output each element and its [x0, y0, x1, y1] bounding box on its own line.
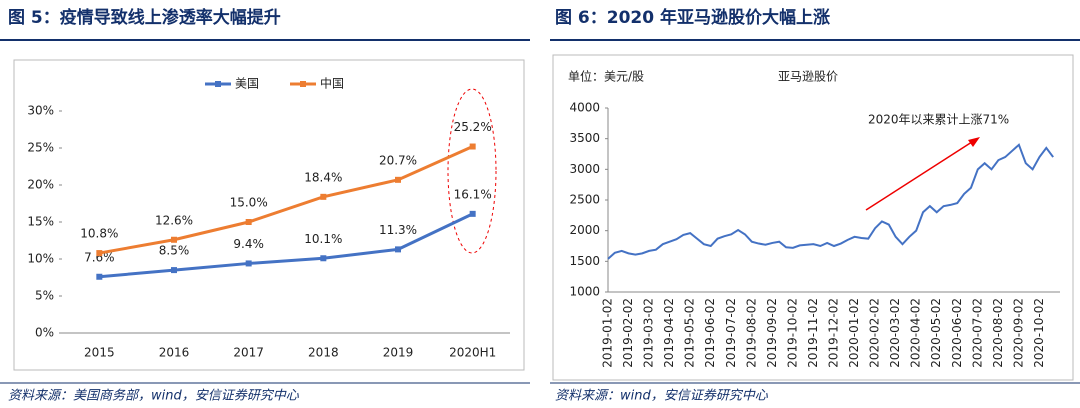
point — [320, 193, 327, 200]
x-tick-label: 2020-08-02 — [991, 298, 1005, 368]
x-tick-label: 2020-03-02 — [888, 298, 902, 368]
data-label: 12.6% — [155, 213, 193, 227]
x-tick-label: 2020-02-02 — [868, 298, 882, 368]
data-label: 9.4% — [233, 237, 264, 251]
y-tick-label: 0% — [35, 326, 54, 340]
y-tick-label: 3000 — [569, 162, 600, 176]
source: 资料来源：美国商务部，wind，安信证券研究中心 — [8, 388, 300, 404]
data-label: 25.2% — [454, 120, 492, 134]
point — [469, 143, 476, 150]
x-tick-label: 2019-12-02 — [827, 298, 841, 368]
y-tick-label: 30% — [27, 104, 54, 118]
legend-marker — [300, 81, 306, 87]
point — [245, 260, 252, 267]
x-tick-label: 2019-08-02 — [744, 298, 758, 368]
y-tick-label: 5% — [35, 289, 54, 303]
x-tick-label: 2019-03-02 — [642, 298, 656, 368]
x-tick-label: 2017 — [233, 346, 264, 360]
y-tick-label: 25% — [27, 141, 54, 155]
x-tick-label: 2018 — [308, 346, 339, 360]
x-tick-label: 2020-04-02 — [909, 298, 923, 368]
x-tick-label: 2019-09-02 — [765, 298, 779, 368]
y-tick-label: 2500 — [569, 193, 600, 207]
data-label: 20.7% — [379, 153, 417, 167]
legend-label: 亚马逊股价 — [778, 70, 838, 84]
x-tick-label: 2019-05-02 — [683, 298, 697, 368]
point — [171, 267, 177, 274]
point — [96, 250, 103, 257]
x-tick-label: 2020-01-02 — [847, 298, 861, 368]
point — [320, 255, 327, 262]
x-tick-label: 2016 — [159, 346, 190, 360]
data-label: 8.5% — [159, 244, 190, 258]
x-tick-label: 2019-01-02 — [601, 298, 615, 368]
y-tick-label: 4000 — [569, 101, 600, 115]
data-label: 7.6% — [84, 250, 115, 264]
x-tick-label: 2019-02-02 — [621, 298, 635, 368]
data-label: 16.1% — [454, 187, 492, 201]
subtitle: 单位：美元/股 — [568, 69, 644, 84]
data-label: 11.3% — [379, 223, 417, 237]
point — [171, 236, 177, 243]
legend-label: 中国 — [320, 76, 344, 91]
y-tick-label: 3500 — [569, 131, 600, 145]
annotation: 2020年以来累计上涨71% — [868, 112, 1009, 127]
x-tick-label: 2020-09-02 — [1011, 298, 1025, 368]
data-label: 10.8% — [80, 227, 118, 241]
series-line — [99, 145, 474, 255]
data-label: 18.4% — [304, 170, 342, 184]
x-tick-label: 2020-06-02 — [950, 298, 964, 368]
point — [395, 246, 401, 253]
x-tick-label: 2019-04-02 — [662, 298, 676, 368]
legend-label: 美国 — [235, 77, 259, 91]
y-tick-label: 15% — [27, 215, 54, 229]
x-tick-label: 2020-10-02 — [1032, 298, 1046, 368]
series-line — [607, 143, 1054, 260]
point — [245, 219, 252, 225]
y-tick-label: 1500 — [569, 254, 600, 268]
source: 资料来源：wind，安信证券研究中心 — [555, 388, 769, 404]
y-tick-label: 1000 — [569, 285, 600, 299]
arrow-head — [968, 137, 980, 147]
figure-title: 图 5：疫情导致线上渗透率大幅提升 — [8, 7, 281, 28]
y-tick-label: 2000 — [569, 223, 600, 237]
point — [96, 273, 103, 280]
trend-arrow — [865, 139, 976, 211]
x-tick-label: 2020H1 — [449, 346, 496, 360]
x-tick-label: 2019-11-02 — [806, 298, 820, 368]
x-tick-label: 2015 — [84, 346, 115, 360]
data-label: 15.0% — [230, 196, 268, 210]
point — [395, 176, 401, 183]
x-tick-label: 2019-06-02 — [703, 298, 717, 368]
highlight-ellipse — [447, 88, 497, 254]
legend-marker — [215, 81, 221, 87]
data-label: 10.1% — [304, 232, 342, 246]
x-tick-label: 2020-07-02 — [970, 298, 984, 368]
chart-frame — [552, 54, 1074, 381]
x-tick-label: 2019-10-02 — [785, 298, 799, 368]
x-tick-label: 2019-07-02 — [724, 298, 738, 368]
y-tick-label: 10% — [27, 252, 54, 266]
point — [469, 210, 476, 217]
chart-frame — [13, 59, 525, 371]
series-line — [99, 212, 474, 279]
y-tick-label: 20% — [27, 178, 54, 192]
x-tick-label: 2019 — [383, 346, 414, 360]
x-tick-label: 2020-05-02 — [929, 298, 943, 368]
figure-title: 图 6：2020 年亚马逊股价大幅上涨 — [555, 7, 830, 28]
